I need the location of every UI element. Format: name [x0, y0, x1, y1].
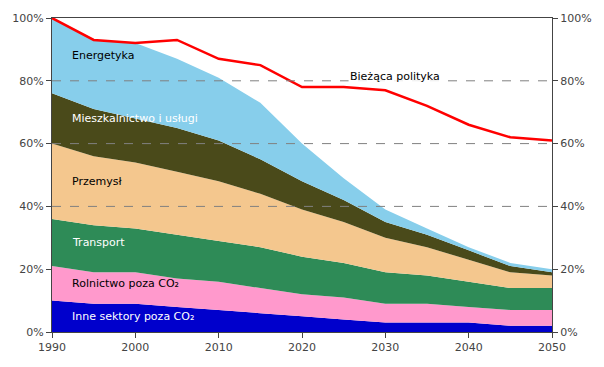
svg-text:Inne sektory poza CO₂: Inne sektory poza CO₂: [72, 310, 194, 323]
svg-text:2000: 2000: [121, 341, 149, 354]
svg-text:Przemysł: Przemysł: [72, 175, 122, 188]
svg-text:2010: 2010: [205, 341, 233, 354]
svg-text:2040: 2040: [455, 341, 483, 354]
svg-text:20%: 20%: [560, 263, 584, 276]
svg-text:40%: 40%: [560, 200, 584, 213]
svg-text:2020: 2020: [288, 341, 316, 354]
svg-text:100%: 100%: [560, 12, 591, 25]
svg-text:100%: 100%: [12, 12, 43, 25]
svg-text:1990: 1990: [38, 341, 66, 354]
svg-text:80%: 80%: [19, 75, 43, 88]
svg-text:80%: 80%: [560, 75, 584, 88]
svg-text:0%: 0%: [26, 326, 43, 339]
svg-text:40%: 40%: [19, 200, 43, 213]
svg-text:Energetyka: Energetyka: [72, 49, 135, 62]
svg-text:2030: 2030: [371, 341, 399, 354]
svg-text:0%: 0%: [560, 326, 577, 339]
svg-text:Transport: Transport: [72, 236, 125, 249]
svg-text:Mieszkalnictwo i usługi: Mieszkalnictwo i usługi: [72, 112, 198, 125]
svg-text:60%: 60%: [560, 137, 584, 150]
svg-text:60%: 60%: [19, 137, 43, 150]
svg-text:2050: 2050: [538, 341, 566, 354]
svg-text:Bieżąca polityka: Bieżąca polityka: [350, 70, 440, 83]
svg-text:Rolnictwo poza CO₂: Rolnictwo poza CO₂: [72, 277, 179, 290]
svg-text:20%: 20%: [19, 263, 43, 276]
